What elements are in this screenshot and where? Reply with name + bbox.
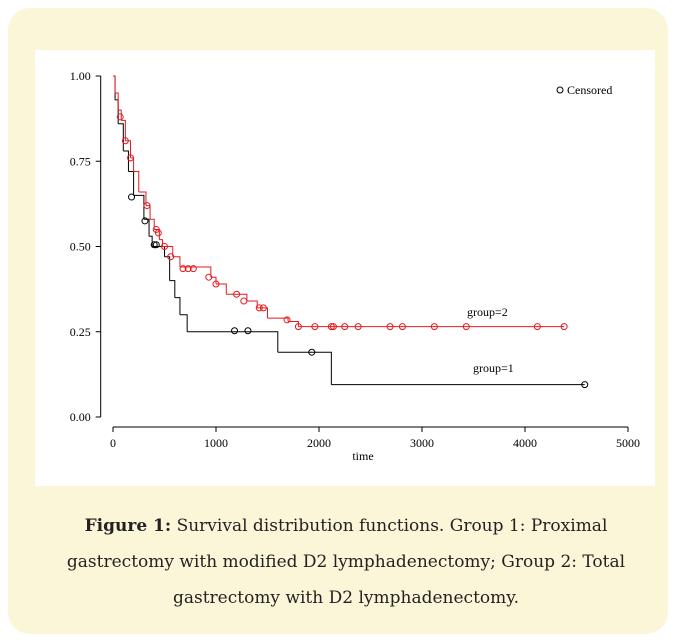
censored-marker [116,113,124,121]
step-segment [174,297,181,315]
caption: Figure 1: Survival distribution function… [38,508,654,616]
step-segment [267,317,289,322]
step-segment [128,170,135,196]
step-segment [162,246,174,257]
censored-marker [386,323,394,331]
y-tick-label: 0.75 [70,154,91,168]
step-segment [246,300,258,308]
series-label: group=2 [467,305,508,319]
step-segment [133,170,140,192]
step-segment [123,150,129,172]
censored-marker [329,323,337,331]
step-segment [118,109,122,121]
step-segment [169,280,176,298]
legend-label: Censored [567,83,612,97]
step-segment [179,314,188,332]
step-segment [125,140,132,158]
censored-marker [150,241,158,249]
censored-marker [341,323,349,331]
censored-marker [560,323,568,331]
y-tick-label: 0.00 [70,410,91,424]
step-segment [288,321,299,327]
censored-marker [233,290,241,298]
x-axis-label: time [352,449,373,463]
censored-marker [189,265,197,273]
censored-marker [283,316,291,324]
censored-marker [143,202,151,210]
censored-marker [154,229,162,237]
y-tick-label: 1.00 [70,69,91,83]
censored-marker [121,137,129,145]
censored-marker [231,327,239,335]
step-segment [115,92,119,111]
step-segment [138,191,147,206]
y-tick-label: 0.25 [70,325,91,339]
censored-marker [205,273,213,281]
censored-marker [308,348,316,356]
censored-marker [184,265,192,273]
step-segment [210,276,217,285]
caption-label: Figure 1: [84,516,172,536]
censored-marker [141,217,149,225]
x-tick-label: 4000 [513,436,537,450]
step-segment [164,256,171,281]
censored-marker [430,323,438,331]
step-segment [113,75,116,94]
censored-marker [127,154,135,162]
censored-marker [179,265,187,273]
y-tick-label: 0.50 [70,240,91,254]
censored-marker [161,243,168,250]
censored-marker [259,304,267,312]
censored-marker [311,323,319,331]
step-segment [187,331,279,353]
step-segment [216,283,227,295]
step-segment [133,194,145,220]
x-tick-label: 0 [110,436,116,450]
x-tick-label: 2000 [307,436,331,450]
censored-marker [244,327,252,335]
censored-marker [294,323,302,331]
x-tick-label: 5000 [616,436,640,450]
censored-marker [255,304,263,312]
step-segment [277,351,332,385]
caption-text: Survival distribution functions. Group 1… [66,516,626,608]
step-segment [118,123,124,152]
step-segment [143,218,150,237]
step-segment [172,256,181,267]
x-tick-label: 3000 [410,436,434,450]
censored-marker [240,297,248,305]
censored-marker [167,253,175,261]
censored-marker [212,280,220,288]
censored-marker [462,323,470,331]
censored-marker [128,193,136,201]
step-segment [121,119,126,141]
censored-marker [152,241,160,249]
censored-marker [533,323,541,331]
censored-marker [398,323,406,331]
legend-marker [556,86,564,94]
censored-marker [327,323,335,331]
chart: time Censored group=2 group=1 0.00 0.25 0.… [35,50,655,486]
censored-marker [354,323,362,331]
step-segment [150,218,155,230]
censored-marker [152,225,160,233]
figure-card: time Censored group=2 group=1 0.00 0.25 0.… [8,8,668,634]
series-label: group=1 [473,361,514,375]
censored-marker [581,381,589,389]
x-tick-label: 1000 [204,436,228,450]
